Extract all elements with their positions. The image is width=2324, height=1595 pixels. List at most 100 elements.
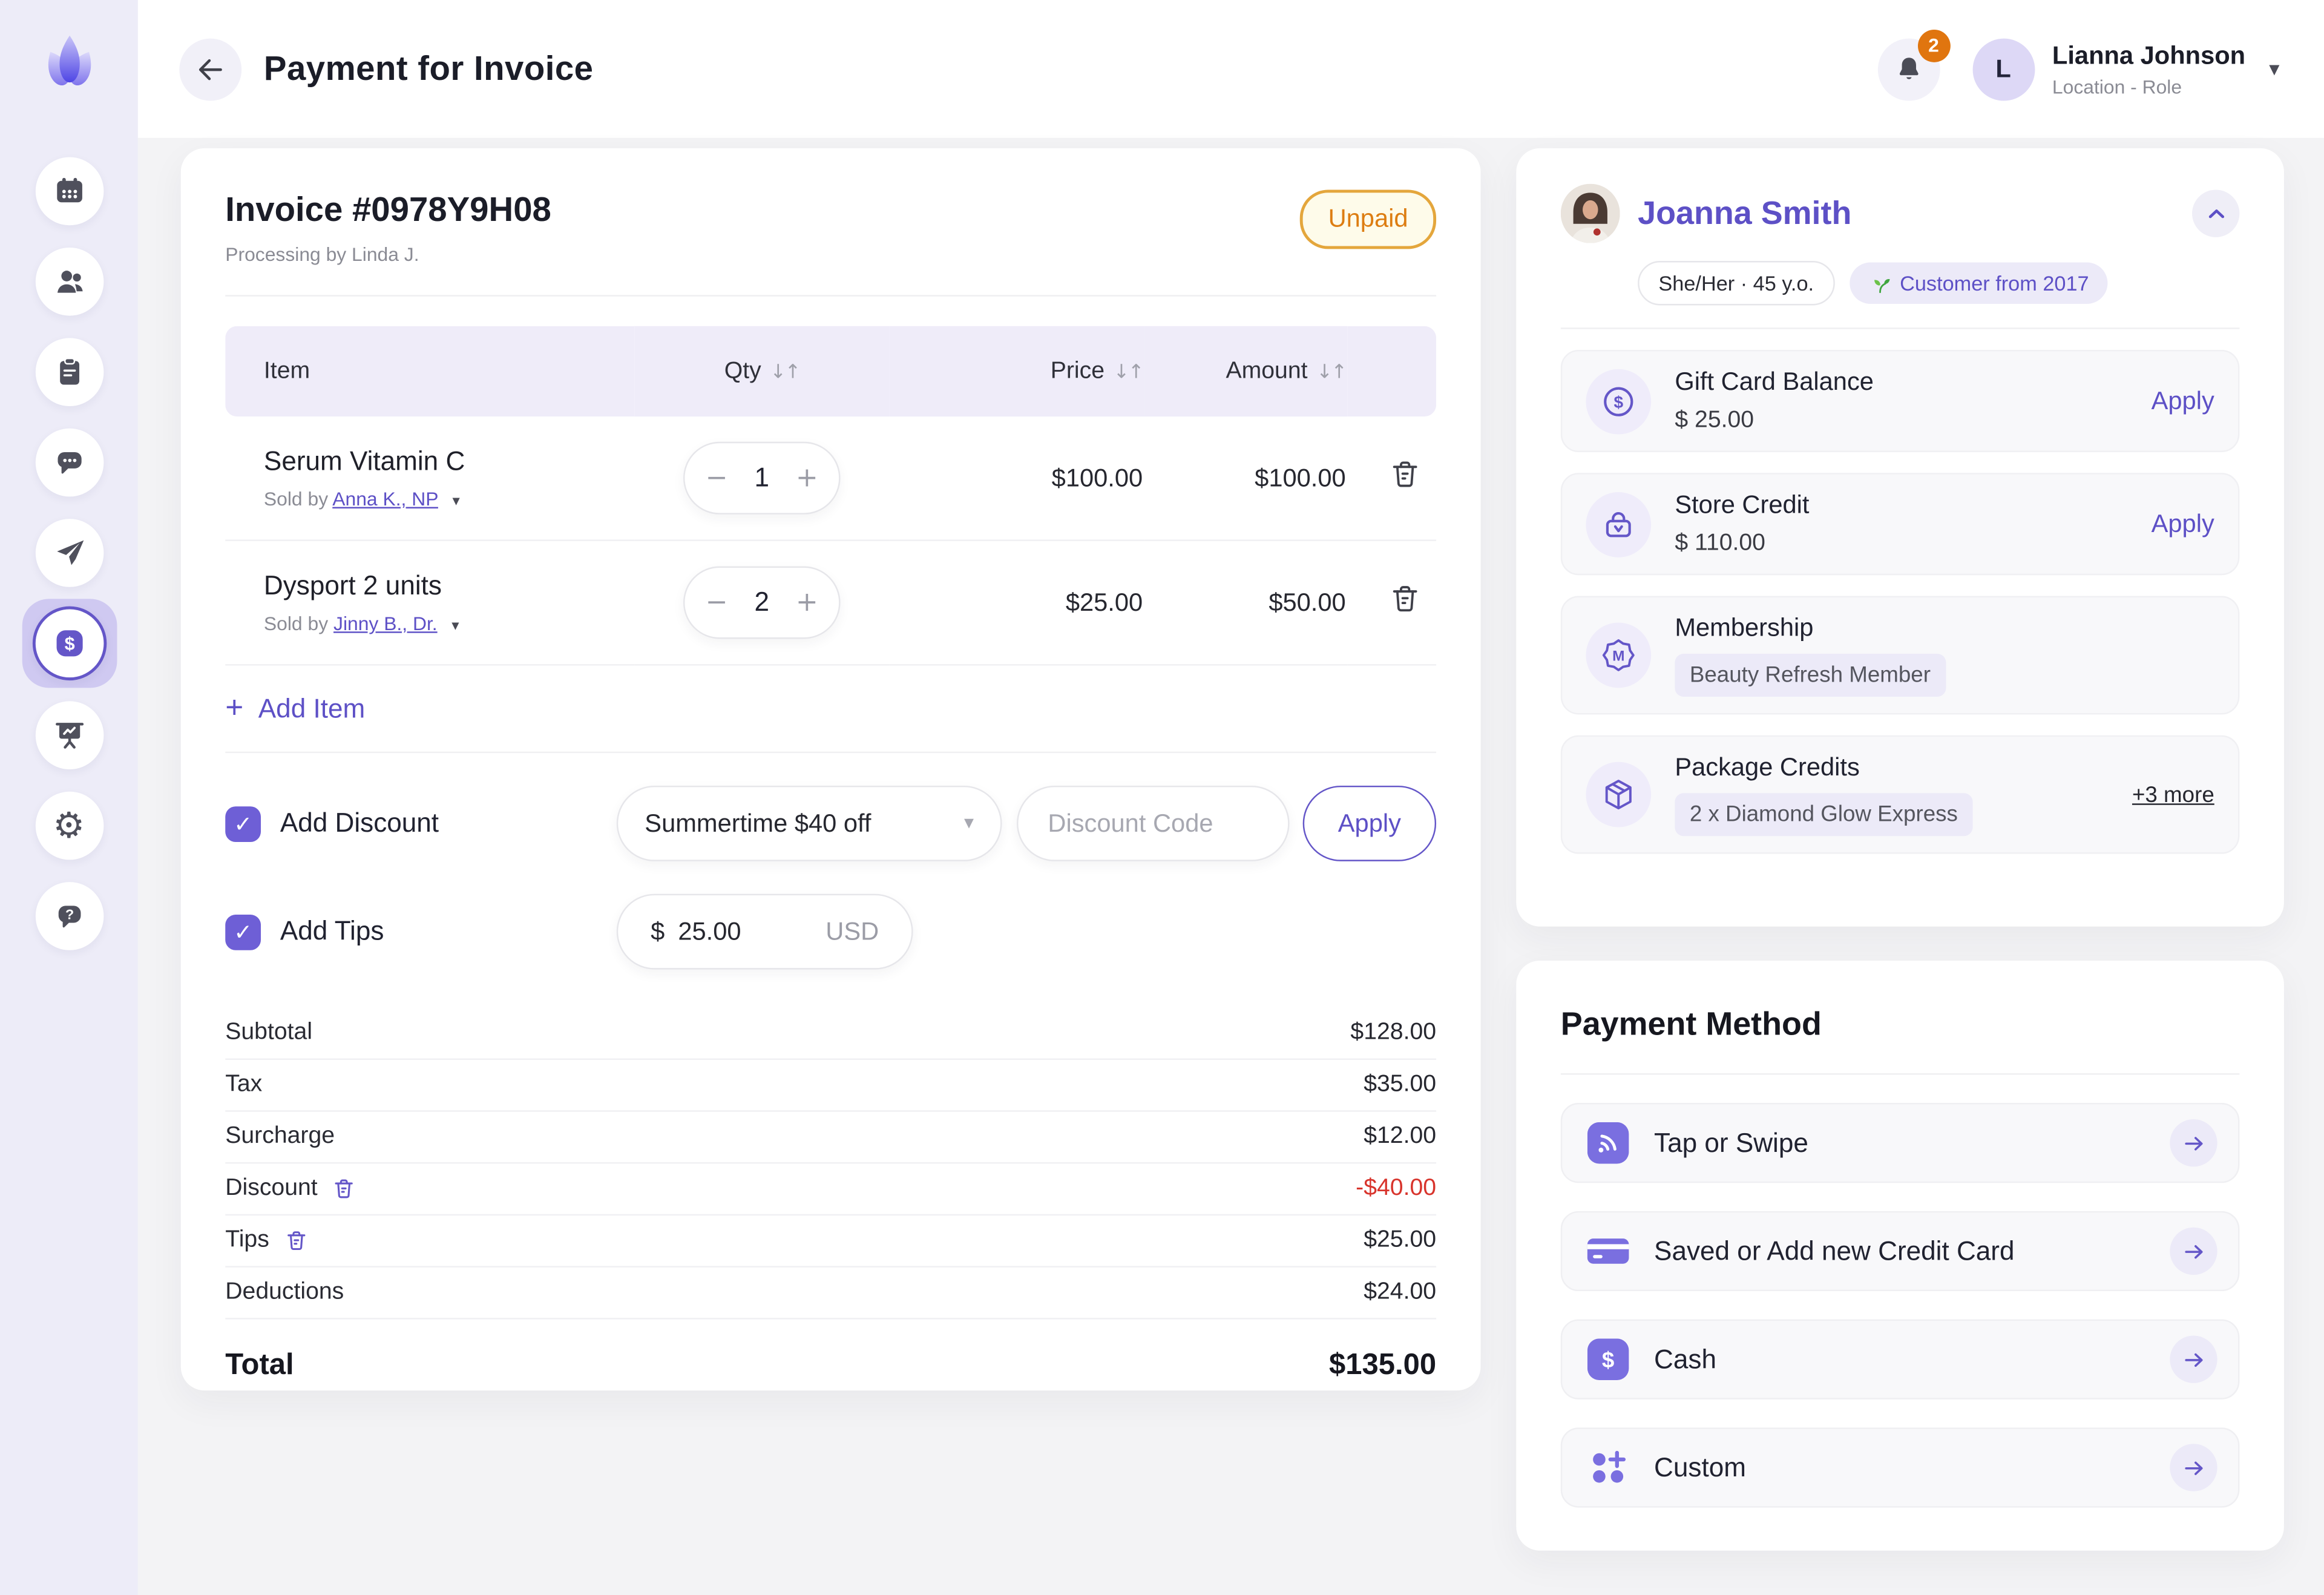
quantity-stepper[interactable]: 1 bbox=[683, 441, 841, 515]
benefit-title: Gift Card Balance bbox=[1675, 367, 1874, 396]
table-row: Serum Vitamin C Sold by Anna K., NP 1 bbox=[225, 416, 1437, 541]
column-header-amount[interactable]: Amount bbox=[1144, 326, 1348, 416]
custom-grid-icon bbox=[1593, 1450, 1626, 1483]
customer-avatar bbox=[1560, 183, 1620, 243]
remove-tips-button[interactable] bbox=[284, 1229, 307, 1252]
arrow-right-button[interactable] bbox=[2170, 1119, 2217, 1167]
apply-discount-button[interactable]: Apply bbox=[1302, 785, 1437, 861]
arrow-right-button[interactable] bbox=[2170, 1227, 2217, 1275]
apply-gift-card-button[interactable]: Apply bbox=[2151, 386, 2214, 415]
summary-value: $24.00 bbox=[1364, 1279, 1437, 1305]
user-avatar[interactable]: L bbox=[1972, 38, 2035, 100]
delete-item-button[interactable] bbox=[1389, 582, 1422, 615]
credit-card-icon bbox=[1587, 1238, 1629, 1264]
summary-value: $25.00 bbox=[1364, 1227, 1437, 1253]
trash-icon bbox=[287, 1231, 305, 1251]
arrow-right-button[interactable] bbox=[2170, 1335, 2217, 1383]
arrow-right-button[interactable] bbox=[2170, 1444, 2217, 1491]
add-item-button[interactable]: + Add Item bbox=[225, 666, 1437, 754]
invoice-summary: Subtotal $128.00 Tax $35.00 Surcharge $1… bbox=[225, 1008, 1437, 1320]
sort-icon[interactable] bbox=[1114, 361, 1143, 383]
delete-item-button[interactable] bbox=[1389, 458, 1422, 491]
sidebar-item-calendar[interactable] bbox=[0, 145, 138, 235]
divider bbox=[225, 295, 1437, 297]
svg-text:M: M bbox=[1612, 648, 1624, 665]
qty-increase-button[interactable] bbox=[796, 465, 818, 492]
add-tips-checkbox[interactable] bbox=[225, 913, 261, 950]
sold-by-link[interactable]: Jinny B., Dr. bbox=[333, 612, 438, 635]
qty-decrease-button[interactable] bbox=[706, 589, 728, 616]
payment-option-cash[interactable]: $ Cash bbox=[1560, 1319, 2240, 1399]
sidebar-item-reports[interactable] bbox=[0, 689, 138, 780]
summary-row-surcharge: Surcharge $12.00 bbox=[225, 1112, 1436, 1164]
presentation-icon bbox=[54, 722, 83, 748]
sidebar-item-help[interactable]: ? bbox=[0, 870, 138, 961]
user-info: Lianna Johnson Location - Role bbox=[2052, 41, 2245, 97]
sidebar-item-settings[interactable]: ⚙ bbox=[0, 780, 138, 870]
item-amount: $100.00 bbox=[1144, 416, 1348, 541]
sidebar-item-campaigns[interactable] bbox=[0, 507, 138, 597]
payment-option-custom[interactable]: Custom bbox=[1560, 1427, 2240, 1508]
total-label: Total bbox=[225, 1349, 294, 1382]
column-header-price[interactable]: Price bbox=[889, 326, 1144, 416]
arrow-right-icon bbox=[2184, 1461, 2202, 1475]
package-credits-card: Package Credits 2 x Diamond Glow Express… bbox=[1560, 735, 2240, 854]
notifications-button[interactable]: 2 bbox=[1877, 28, 1950, 100]
divider bbox=[1560, 327, 2240, 329]
add-discount-checkbox[interactable] bbox=[225, 806, 261, 841]
payment-option-credit-card[interactable]: Saved or Add new Credit Card bbox=[1560, 1211, 2240, 1292]
arrow-left-icon bbox=[199, 58, 222, 80]
gift-basket-icon bbox=[1606, 511, 1631, 537]
sold-by-link[interactable]: Anna K., NP bbox=[332, 487, 438, 510]
status-badge-unpaid: Unpaid bbox=[1300, 189, 1437, 249]
sort-icon[interactable] bbox=[1316, 361, 1345, 383]
sidebar: $ ⚙ ? bbox=[0, 0, 138, 1595]
qty-value: 2 bbox=[754, 587, 770, 617]
summary-row-subtotal: Subtotal $128.00 bbox=[225, 1008, 1436, 1061]
quantity-stepper[interactable]: 2 bbox=[683, 566, 841, 639]
send-icon bbox=[56, 539, 84, 565]
membership-card: M Membership Beauty Refresh Member bbox=[1560, 596, 2240, 715]
summary-row-tax: Tax $35.00 bbox=[225, 1060, 1436, 1112]
item-price: $25.00 bbox=[889, 540, 1144, 666]
customer-name[interactable]: Joanna Smith bbox=[1638, 194, 1852, 232]
sidebar-item-payments[interactable]: $ bbox=[0, 597, 138, 689]
membership-tag: Beauty Refresh Member bbox=[1675, 654, 1946, 697]
sidebar-item-forms[interactable] bbox=[0, 326, 138, 416]
bell-icon bbox=[1899, 57, 1918, 79]
item-name: Dysport 2 units bbox=[263, 570, 442, 600]
qty-increase-button[interactable] bbox=[796, 589, 818, 616]
user-menu-caret-icon[interactable] bbox=[2269, 57, 2279, 81]
help-icon: ? bbox=[57, 905, 80, 927]
tips-amount-input[interactable]: $ 25.00 USD bbox=[616, 893, 913, 970]
summary-row-discount: Discount -$40.00 bbox=[225, 1163, 1436, 1216]
discount-code-input[interactable] bbox=[1017, 785, 1290, 861]
customer-panel: Joanna Smith She/Her · 45 y.o. Customer … bbox=[1516, 148, 2284, 927]
column-header-item: Item bbox=[263, 358, 310, 384]
chevron-down-icon[interactable] bbox=[451, 618, 459, 634]
remove-discount-button[interactable] bbox=[332, 1177, 356, 1200]
add-tips-row: Add Tips $ 25.00 USD bbox=[225, 893, 1436, 970]
plus-icon: + bbox=[225, 691, 244, 725]
back-button[interactable] bbox=[179, 38, 242, 100]
sidebar-item-clients[interactable] bbox=[0, 235, 138, 326]
calendar-icon bbox=[56, 177, 82, 202]
clipboard-icon bbox=[59, 357, 79, 384]
chevron-down-icon[interactable] bbox=[452, 494, 459, 510]
payment-method-panel: Payment Method Tap or Swipe Saved or Add… bbox=[1516, 960, 2284, 1551]
pronouns-age-badge: She/Her · 45 y.o. bbox=[1638, 261, 1835, 306]
payment-option-label: Custom bbox=[1654, 1452, 1746, 1482]
sort-icon[interactable] bbox=[770, 361, 799, 383]
discount-select[interactable]: Summertime $40 off bbox=[616, 785, 1002, 861]
membership-seal-icon: M bbox=[1602, 639, 1635, 671]
apply-store-credit-button[interactable]: Apply bbox=[2151, 509, 2214, 538]
collapse-customer-button[interactable] bbox=[2192, 189, 2240, 237]
column-header-qty[interactable]: Qty bbox=[634, 326, 889, 416]
payment-option-tap-or-swipe[interactable]: Tap or Swipe bbox=[1560, 1103, 2240, 1183]
sidebar-item-messages[interactable] bbox=[0, 416, 138, 507]
qty-decrease-button[interactable] bbox=[706, 465, 728, 492]
svg-text:$: $ bbox=[64, 633, 74, 654]
trash-icon bbox=[335, 1179, 353, 1199]
more-packages-link[interactable]: +3 more bbox=[2132, 781, 2214, 807]
svg-text:$: $ bbox=[1613, 392, 1623, 411]
